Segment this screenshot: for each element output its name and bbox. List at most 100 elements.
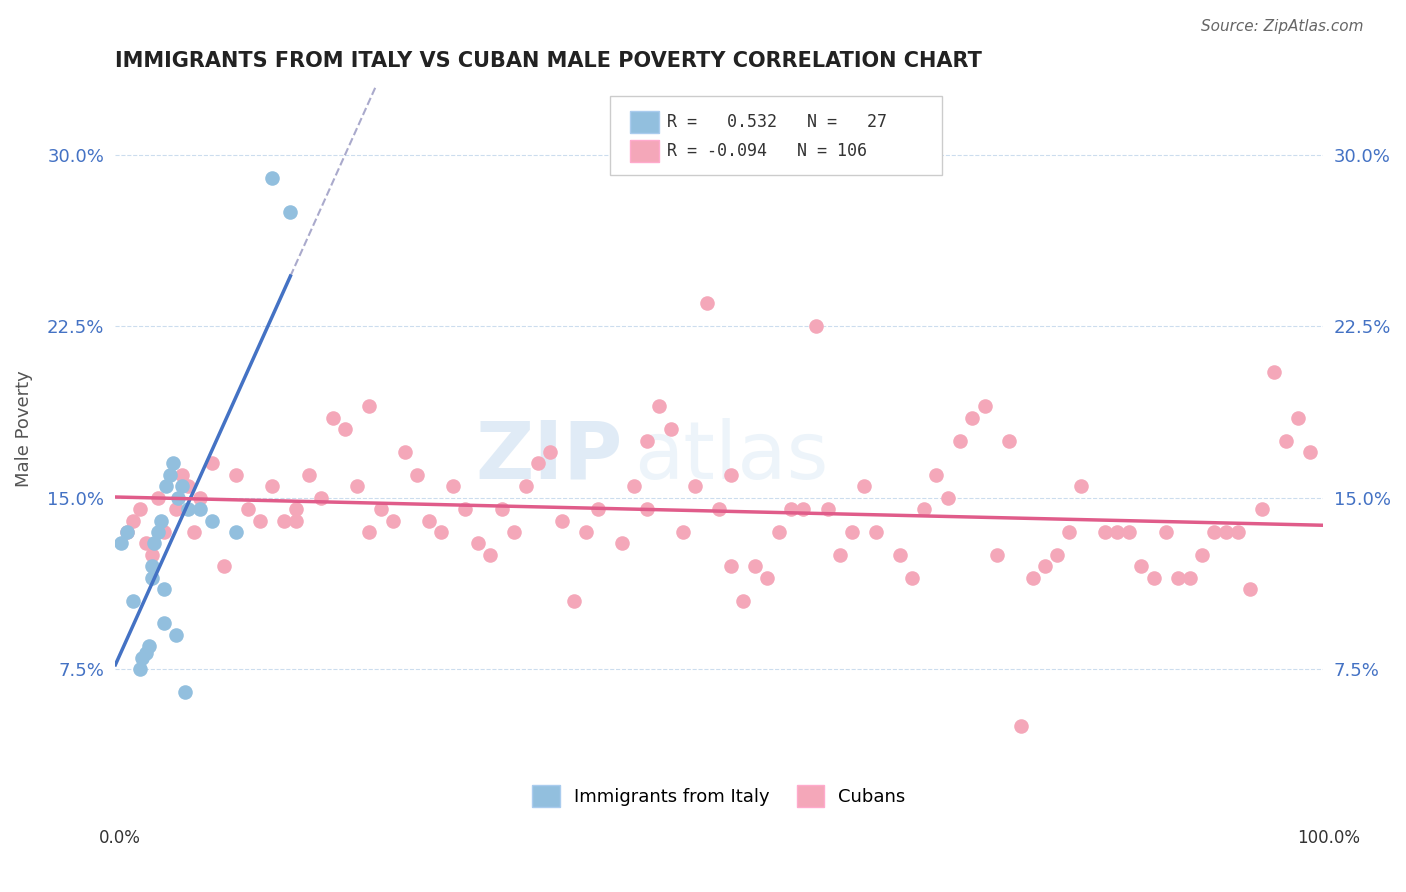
- Point: [159, 467, 181, 482]
- Point: [852, 479, 875, 493]
- Point: [733, 593, 755, 607]
- Point: [141, 571, 163, 585]
- Point: [418, 514, 440, 528]
- Point: [936, 491, 959, 505]
- Point: [467, 536, 489, 550]
- Point: [370, 502, 392, 516]
- Point: [152, 616, 174, 631]
- Point: [962, 410, 984, 425]
- Point: [141, 559, 163, 574]
- Point: [262, 479, 284, 493]
- Point: [177, 479, 200, 493]
- Point: [131, 650, 153, 665]
- Point: [792, 502, 814, 516]
- Point: [225, 524, 247, 539]
- Point: [238, 502, 260, 516]
- Point: [357, 524, 380, 539]
- Point: [150, 514, 173, 528]
- Point: [672, 524, 695, 539]
- Point: [901, 571, 924, 585]
- Point: [165, 502, 187, 516]
- Point: [527, 457, 550, 471]
- Point: [285, 514, 308, 528]
- Point: [110, 536, 132, 550]
- Point: [333, 422, 356, 436]
- Point: [152, 582, 174, 596]
- FancyBboxPatch shape: [630, 111, 658, 133]
- Legend: Immigrants from Italy, Cubans: Immigrants from Italy, Cubans: [526, 778, 912, 814]
- Point: [174, 685, 197, 699]
- Point: [912, 502, 935, 516]
- Point: [135, 536, 157, 550]
- Point: [949, 434, 972, 448]
- Point: [623, 479, 645, 493]
- Point: [1215, 524, 1237, 539]
- Point: [636, 434, 658, 448]
- Point: [478, 548, 501, 562]
- Point: [1081, 776, 1104, 790]
- Point: [744, 559, 766, 574]
- Point: [986, 548, 1008, 562]
- Text: R = -0.094   N = 106: R = -0.094 N = 106: [666, 143, 868, 161]
- Point: [165, 628, 187, 642]
- Point: [575, 524, 598, 539]
- Point: [117, 524, 139, 539]
- Point: [562, 593, 585, 607]
- Point: [122, 593, 145, 607]
- Point: [430, 524, 453, 539]
- Point: [889, 548, 911, 562]
- Point: [1107, 524, 1129, 539]
- Point: [720, 467, 742, 482]
- Point: [177, 502, 200, 516]
- Point: [273, 514, 295, 528]
- Text: R =   0.532   N =   27: R = 0.532 N = 27: [666, 112, 887, 131]
- Point: [925, 467, 948, 482]
- Point: [262, 170, 284, 185]
- Point: [1057, 524, 1080, 539]
- Point: [1046, 548, 1069, 562]
- FancyBboxPatch shape: [630, 140, 658, 162]
- Point: [1202, 524, 1225, 539]
- Point: [683, 479, 706, 493]
- Point: [1263, 365, 1285, 379]
- Point: [973, 399, 995, 413]
- Point: [756, 571, 779, 585]
- Text: 100.0%: 100.0%: [1298, 829, 1360, 847]
- Point: [647, 399, 669, 413]
- Point: [170, 467, 193, 482]
- Point: [141, 548, 163, 562]
- Point: [720, 559, 742, 574]
- Point: [382, 514, 405, 528]
- Point: [322, 410, 344, 425]
- Point: [707, 502, 730, 516]
- Point: [538, 445, 561, 459]
- Point: [491, 502, 513, 516]
- Point: [817, 502, 839, 516]
- Point: [454, 502, 477, 516]
- Point: [128, 662, 150, 676]
- Point: [146, 491, 169, 505]
- Point: [167, 491, 190, 505]
- Text: ZIP: ZIP: [475, 417, 623, 496]
- Point: [117, 524, 139, 539]
- Point: [612, 536, 634, 550]
- Point: [841, 524, 863, 539]
- Point: [162, 457, 184, 471]
- Point: [1130, 559, 1153, 574]
- Point: [1251, 502, 1274, 516]
- Text: Source: ZipAtlas.com: Source: ZipAtlas.com: [1201, 20, 1364, 34]
- Point: [297, 467, 319, 482]
- Text: 0.0%: 0.0%: [98, 829, 141, 847]
- Point: [357, 399, 380, 413]
- Point: [586, 502, 609, 516]
- Point: [1178, 571, 1201, 585]
- Point: [515, 479, 537, 493]
- Point: [1094, 524, 1116, 539]
- Point: [394, 445, 416, 459]
- Point: [406, 467, 429, 482]
- Point: [1022, 571, 1045, 585]
- Point: [212, 559, 235, 574]
- Point: [1010, 719, 1032, 733]
- Point: [551, 514, 574, 528]
- Point: [225, 467, 247, 482]
